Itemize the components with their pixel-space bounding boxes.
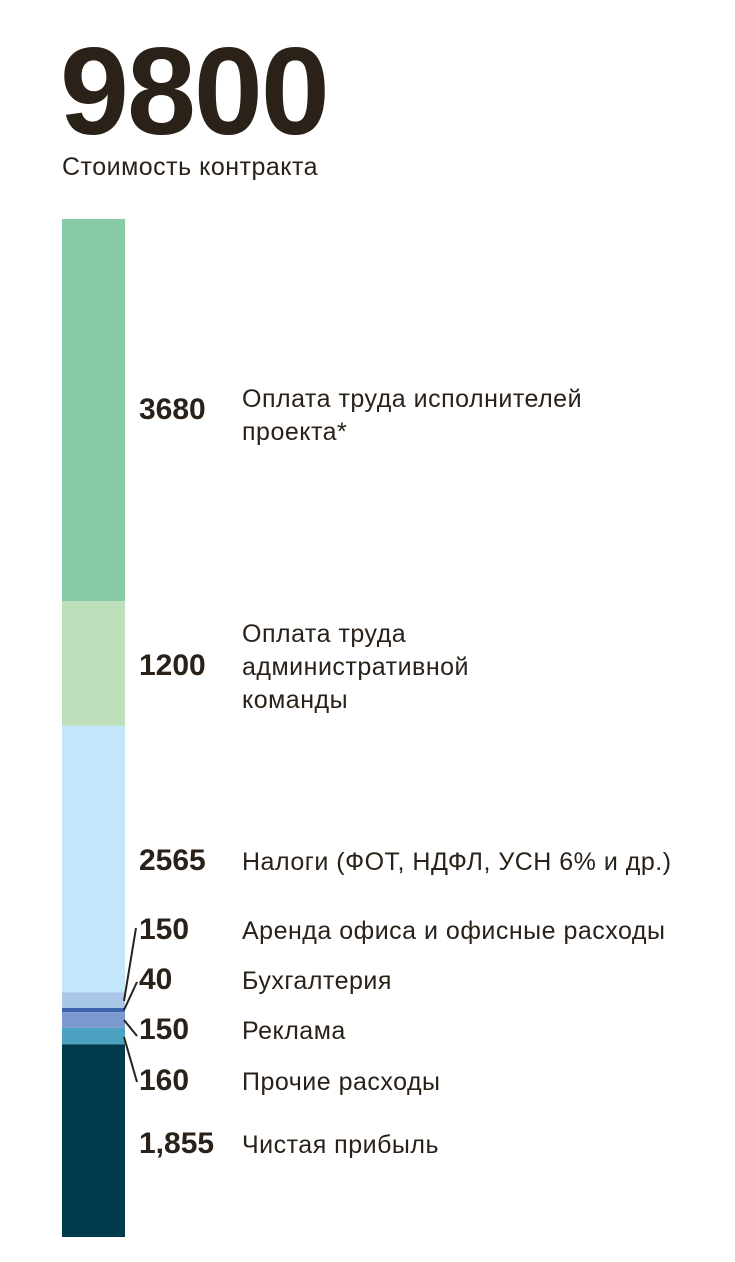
bar-segment bbox=[62, 601, 125, 726]
segment-label: Оплата труда bbox=[242, 620, 406, 648]
segment-label: Налоги (ФОТ, НДФЛ, УСН 6% и др.) bbox=[242, 848, 672, 876]
segment-value: 160 bbox=[139, 1064, 189, 1097]
bar-segment bbox=[62, 1044, 125, 1237]
segment-value: 2565 bbox=[139, 844, 206, 877]
segment-value: 150 bbox=[139, 913, 189, 946]
bar-segment bbox=[62, 219, 125, 602]
segment-value: 1200 bbox=[139, 649, 206, 682]
bar-segment bbox=[62, 992, 125, 1008]
segment-label: Прочие расходы bbox=[242, 1068, 441, 1096]
segment-value: 1,855 bbox=[139, 1127, 214, 1160]
segment-label: Бухгалтерия bbox=[242, 967, 392, 995]
segment-value: 3680 bbox=[139, 393, 206, 426]
segment-label: проекта* bbox=[242, 418, 347, 446]
segment-label: Чистая прибыль bbox=[242, 1131, 439, 1159]
segment-label: Оплата труда исполнителей bbox=[242, 385, 582, 413]
bar-segment bbox=[62, 1007, 125, 1013]
segment-value: 40 bbox=[139, 963, 172, 996]
leader-line bbox=[123, 1036, 138, 1083]
bar-segment bbox=[62, 1027, 125, 1045]
segment-label: команды bbox=[242, 686, 348, 714]
segment-label: административной bbox=[242, 653, 469, 681]
leader-line bbox=[123, 981, 138, 1011]
leader-line bbox=[123, 927, 137, 1002]
leader-line bbox=[123, 1019, 138, 1037]
segment-value: 150 bbox=[139, 1013, 189, 1046]
chart-title: 9800 bbox=[60, 23, 330, 161]
chart-subtitle: Стоимость контракта bbox=[62, 153, 319, 181]
bar-segment bbox=[62, 1012, 125, 1028]
bar-segment bbox=[62, 725, 125, 993]
segment-label: Реклама bbox=[242, 1017, 346, 1045]
segment-label: Аренда офиса и офисные расходы bbox=[242, 917, 665, 945]
